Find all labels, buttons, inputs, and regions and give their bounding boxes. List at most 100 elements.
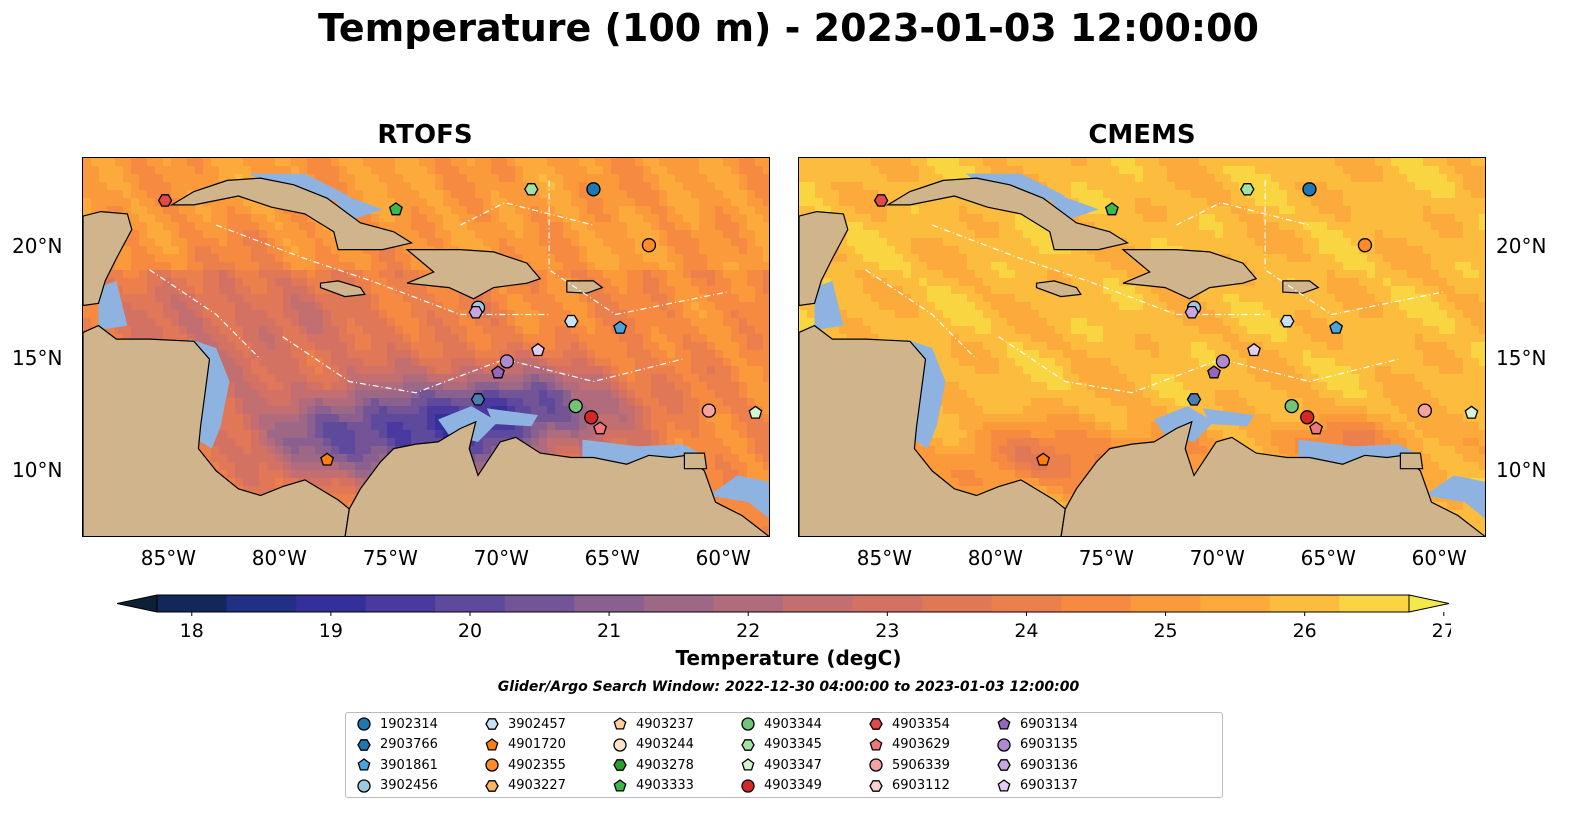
platform-markers <box>873 182 1479 466</box>
legend-entry: 6903136 <box>996 755 1078 775</box>
boundary-line <box>931 224 1266 316</box>
map-cmems <box>798 157 1486 537</box>
lat-tick-label: 20°N <box>1496 234 1547 259</box>
landmass <box>1121 248 1258 300</box>
legend-entry: 6903134 <box>996 714 1078 734</box>
lat-tick-label: 10°N <box>12 457 63 482</box>
legend-entry: 4903354 <box>868 714 950 734</box>
legend-label: 4903345 <box>764 737 822 752</box>
colorbar-tick-label: 22 <box>736 620 760 638</box>
platform-marker-4903349 <box>1300 410 1315 425</box>
legend-entry: 4903278 <box>612 755 694 775</box>
lat-tick-label: 20°N <box>12 234 63 259</box>
platform-marker-3902457 <box>564 314 579 328</box>
landmass <box>344 420 769 536</box>
legend-entry: 4903244 <box>612 735 694 755</box>
colorbar-segment <box>157 595 228 612</box>
legend-label: 4903354 <box>892 716 950 732</box>
platform-marker-4903344 <box>1284 398 1299 414</box>
platform-marker-4903345 <box>524 183 539 196</box>
platform-marker-1902314 <box>586 182 601 197</box>
boundary-line <box>282 336 683 394</box>
landmass <box>83 210 133 307</box>
platform-marker-4902355 <box>641 238 657 253</box>
lon-tick-label: 85°W <box>140 546 196 570</box>
platform-marker-4903354 <box>157 194 173 207</box>
landmass <box>319 280 366 298</box>
legend-label: 4903278 <box>636 757 694 773</box>
lon-tick-label: 65°W <box>584 546 640 570</box>
lat-tick-label: 10°N <box>1496 457 1547 482</box>
platform-marker-6903135 <box>499 354 515 369</box>
platform-markers <box>157 182 763 466</box>
boundary-line <box>548 180 727 316</box>
circle-marker-icon <box>741 778 755 793</box>
colorbar-segment <box>852 595 923 612</box>
landmass <box>1035 280 1082 298</box>
platform-legend: 1902314 2903766 3901861 3902456 3902457 49017… <box>345 712 1223 798</box>
colorbar-segment <box>435 595 506 612</box>
panel-title-cmems: CMEMS <box>1088 120 1196 150</box>
hexagon-marker-icon <box>613 759 627 771</box>
colorbar-tick-label: 23 <box>875 620 899 638</box>
legend-label: 4901720 <box>508 737 566 752</box>
platform-marker-4903333 <box>1104 202 1119 216</box>
boundary-line <box>1264 180 1443 316</box>
platform-marker-6903134 <box>1207 365 1221 379</box>
figure-title: Temperature (100 m) - 2023-01-03 12:00:0… <box>317 6 1259 50</box>
legend-label: 4903344 <box>764 716 822 732</box>
colorbar-segment <box>713 595 784 612</box>
legend-label: 6903112 <box>892 778 950 793</box>
lat-tick-label: 15°N <box>12 346 63 371</box>
legend-entry: 3902457 <box>484 714 566 734</box>
legend-label: 3901861 <box>380 757 438 773</box>
colorbar-tick-label: 19 <box>319 620 343 638</box>
circle-marker-icon <box>613 737 627 752</box>
platform-marker-4901720 <box>320 452 335 466</box>
hexagon-marker-icon <box>485 779 499 792</box>
pentagon-marker-icon <box>997 717 1011 730</box>
platform-marker-3902457 <box>1280 314 1295 328</box>
shelf-area <box>98 280 128 331</box>
colorbar-extend-max <box>1408 594 1450 613</box>
platform-marker-unlabeled <box>470 393 486 406</box>
platform-marker-4901720 <box>1036 452 1051 466</box>
legend-label: 4903347 <box>764 757 822 773</box>
landmass <box>405 248 542 300</box>
lon-tick-label: 70°W <box>473 546 529 570</box>
pentagon-marker-icon <box>869 737 883 751</box>
colorbar-segment <box>1200 595 1271 612</box>
colorbar: 18 19 20 21 22 23 24 25 26 27 <box>116 593 1456 642</box>
hexagon-marker-icon <box>485 718 499 730</box>
boundary-line <box>215 224 550 316</box>
legend-label: 3902457 <box>508 716 566 732</box>
platform-marker-4903354 <box>873 194 889 207</box>
platform-marker-6903134 <box>491 365 505 379</box>
platform-marker-4903347 <box>748 405 763 419</box>
colorbar-tick-label: 27 <box>1432 620 1451 638</box>
legend-label: 6903134 <box>1020 716 1078 732</box>
legend-label: 4903227 <box>508 778 566 793</box>
lon-tick-label: 75°W <box>362 546 418 570</box>
circle-marker-icon <box>357 717 371 731</box>
colorbar-tick-label: 20 <box>458 620 482 638</box>
platform-marker-4903344 <box>568 398 583 414</box>
colorbar-tick-label: 26 <box>1293 620 1317 638</box>
legend-entry: 6903135 <box>996 735 1078 755</box>
search-window-note: Glider/Argo Search Window: 2022-12-30 04… <box>497 679 1080 695</box>
pentagon-marker-icon <box>997 778 1011 792</box>
lon-tick-label: 80°W <box>967 546 1023 570</box>
legend-label: 3902456 <box>380 778 438 793</box>
shelf-area <box>708 475 769 519</box>
colorbar-tick-label: 21 <box>597 620 621 638</box>
legend-entry: 4903349 <box>740 776 822 796</box>
legend-label: 4902355 <box>508 757 566 773</box>
boundary-line <box>865 269 977 360</box>
lat-tick-label: 15°N <box>1496 346 1547 371</box>
colorbar-segment <box>504 595 575 612</box>
colorbar-segment <box>1269 595 1340 612</box>
colorbar-tick-label: 25 <box>1153 620 1177 638</box>
circle-marker-icon <box>357 778 371 793</box>
legend-label: 4903349 <box>764 778 822 793</box>
hexagon-marker-icon <box>741 738 755 751</box>
